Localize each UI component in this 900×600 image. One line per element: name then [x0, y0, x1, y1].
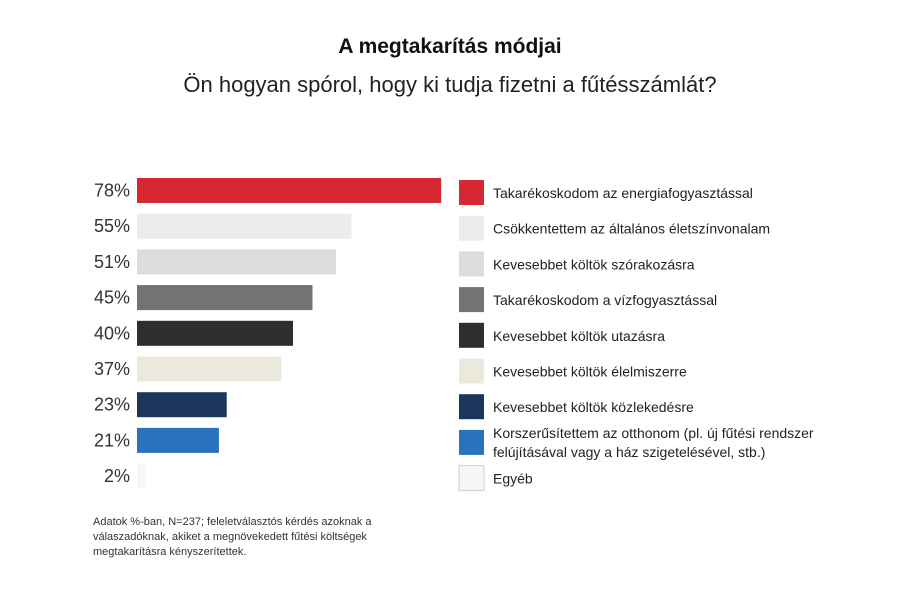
legend-label: Kevesebbet költök szórakozásra [493, 256, 695, 272]
legend-label: Egyéb [493, 471, 533, 487]
bar [137, 392, 227, 418]
legend-label: Korszerűsítettem az otthonom (pl. új fűt… [493, 425, 814, 460]
legend-swatch [459, 180, 484, 205]
bar-value-label: 78% [94, 181, 130, 201]
legend-label-line: Korszerűsítettem az otthonom (pl. új fűt… [493, 425, 814, 441]
legend-swatch [459, 215, 484, 241]
legend-label: Csökkentettem az általános életszínvonal… [493, 221, 770, 237]
chart-title: A megtakarítás módjai [338, 35, 562, 58]
legend-swatch [459, 394, 484, 420]
legend-label: Kevesebbet költök élelmiszerre [493, 364, 687, 380]
bar-value-label: 45% [94, 288, 130, 308]
bar-value-label: 51% [94, 252, 130, 272]
legend-swatch [459, 322, 484, 348]
bar [137, 178, 442, 203]
bar-value-label: 2% [104, 466, 130, 486]
chart-subtitle: Ön hogyan spórol, hogy ki tudja fizetni … [183, 72, 717, 97]
legend-label: Takarékoskodom az energiafogyasztással [493, 185, 753, 201]
bar-value-label: 40% [94, 323, 130, 343]
legend-label: Kevesebbet költök közlekedésre [493, 399, 694, 415]
legend-swatch [459, 251, 484, 277]
legend-swatch [458, 465, 485, 492]
legend-label: Kevesebbet költök utazásra [493, 328, 665, 344]
data-note: Adatok %-ban, N=237; feleletválasztós ké… [93, 516, 372, 558]
bar [137, 427, 219, 453]
bar [137, 463, 145, 489]
bar-value-label: 21% [94, 430, 130, 450]
bar [137, 356, 282, 382]
bar-value-label: 23% [94, 395, 130, 415]
bar-value-label: 55% [94, 216, 130, 236]
legend-swatch [459, 287, 484, 313]
legend-label: Takarékoskodom a vízfogyasztással [493, 292, 717, 308]
legend-swatch [459, 358, 484, 384]
legend-swatch [459, 429, 484, 455]
bar [137, 249, 336, 275]
bar-value-label: 37% [94, 359, 130, 379]
bar [137, 213, 352, 239]
bar [137, 320, 293, 346]
bar [137, 285, 313, 311]
legend-label-line: felújításával vagy a ház szigetelésével,… [493, 444, 765, 460]
